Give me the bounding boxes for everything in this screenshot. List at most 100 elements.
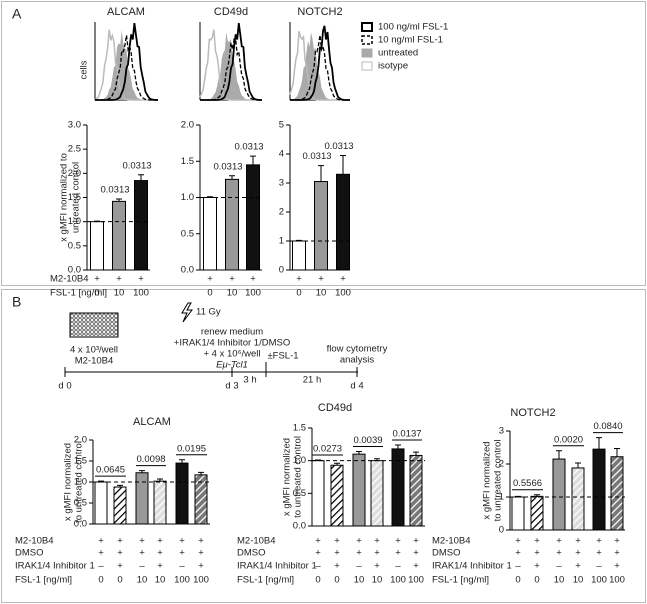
condition-label: IRAK1/4 Inhibitor 1 (15, 561, 95, 572)
condition-cell: 10 (114, 288, 125, 299)
condition-cell: + (334, 548, 340, 559)
bar (292, 240, 306, 271)
bar (134, 180, 148, 271)
bar (94, 481, 108, 525)
y-axis-label: to untreated control (293, 436, 304, 518)
y-tick-label: 0.0 (74, 519, 87, 530)
condition-cell: 100 (408, 575, 424, 586)
p-value: 0.0039 (353, 435, 382, 446)
error-bar (614, 447, 620, 457)
seeding: M2-10B4 (75, 356, 114, 367)
legend-icon (361, 22, 373, 32)
readout: flow cytometry (327, 344, 388, 355)
error-bar (250, 155, 256, 165)
chart-title: ALCAM (133, 416, 171, 428)
p-value: 0.5566 (513, 478, 542, 489)
condition-cell: + (138, 274, 144, 285)
condition-cell: 100 (193, 575, 209, 586)
y-tick-label: 0 (279, 265, 284, 276)
error-bar (596, 437, 602, 450)
hist-100 (290, 25, 350, 101)
condition-cell: 0 (296, 288, 301, 299)
condition-cell: + (575, 548, 581, 559)
p-value: 0.0020 (554, 434, 583, 445)
y-tick-label: 1 (499, 492, 504, 503)
error-bar (116, 198, 122, 202)
panel-label: B (12, 294, 21, 310)
condition-cell: + (315, 548, 321, 559)
y-tick-label: 2.0 (74, 435, 87, 446)
chart-title: CD49d (318, 402, 352, 414)
condition-label: FSL-1 [ng/ml] (432, 575, 489, 586)
condition-cell: + (250, 274, 256, 285)
condition-cell: + (374, 561, 380, 572)
condition-cell: 0 (515, 575, 520, 586)
y-tick-label: 1.0 (181, 192, 194, 203)
bar (203, 197, 217, 271)
y-tick-label: 1.0 (293, 455, 306, 466)
y-tick-label: 1.5 (74, 456, 87, 467)
condition-cell: + (94, 274, 100, 285)
condition-cell: – (315, 561, 321, 572)
treatment: renew medium (201, 327, 263, 338)
y-tick-label: 0.5 (74, 498, 87, 509)
condition-cell: 100 (133, 288, 149, 299)
condition-cell: + (334, 536, 340, 547)
condition-cell: + (374, 536, 380, 547)
y-tick-label: 3.0 (68, 120, 81, 131)
bar (90, 221, 104, 271)
condition-cell: + (395, 548, 401, 559)
condition-cell: + (98, 536, 104, 547)
p-value: 0.0840 (593, 421, 622, 432)
condition-label: IRAK1/4 Inhibitor 1 (432, 561, 512, 572)
chart-title: NOTCH2 (297, 6, 342, 18)
y-tick-label: 1.0 (68, 216, 81, 227)
condition-cell: + (596, 548, 602, 559)
error-bar (356, 451, 362, 455)
condition-cell: 10 (354, 575, 365, 586)
p-value: 0.0098 (136, 454, 165, 465)
condition-cell: + (515, 536, 521, 547)
condition-cell: + (296, 274, 302, 285)
condition-cell: + (315, 536, 321, 547)
hist-untreated (290, 32, 350, 100)
time-label: 21 h (303, 375, 322, 386)
y-tick-label: 2 (279, 207, 284, 218)
condition-cell: + (198, 536, 204, 547)
error-bar (157, 478, 163, 482)
y-axis-label: untreated control (71, 162, 82, 233)
y-tick-label: 0.0 (293, 521, 306, 532)
condition-cell: + (413, 536, 419, 547)
legend-icon (361, 48, 373, 58)
condition-cell: 0 (117, 575, 122, 586)
y-axis-label: to untreated control (74, 441, 85, 523)
y-tick-label: 4 (279, 149, 284, 160)
error-bar (334, 462, 340, 466)
time-label: d 4 (350, 381, 363, 392)
condition-label: DMSO (15, 548, 44, 559)
condition-cell: 0 (207, 288, 212, 299)
condition-cell: + (596, 536, 602, 547)
condition-label: DMSO (237, 548, 266, 559)
hist-10 (200, 38, 262, 101)
y-axis-label: x gMFI normalized (282, 438, 293, 516)
bar (610, 456, 624, 531)
condition-label: DMSO (432, 548, 461, 559)
condition-cell: + (318, 274, 324, 285)
y-axis-label: x gMFI normalized to (59, 153, 70, 242)
bar (135, 472, 149, 525)
condition-cell: 0 (98, 575, 103, 586)
bar (113, 486, 127, 525)
error-bar (179, 459, 185, 464)
readout: analysis (340, 355, 375, 366)
condition-cell: – (395, 561, 401, 572)
p-value: 0.0313 (100, 184, 129, 195)
condition-cell: 10 (155, 575, 166, 586)
hist-100 (200, 22, 262, 101)
treatment: + 4 x 10⁶/well (204, 349, 261, 360)
bar (336, 173, 350, 271)
condition-cell: + (534, 536, 540, 547)
chart-title: CD49d (214, 6, 248, 18)
hist-isotype (289, 31, 350, 101)
